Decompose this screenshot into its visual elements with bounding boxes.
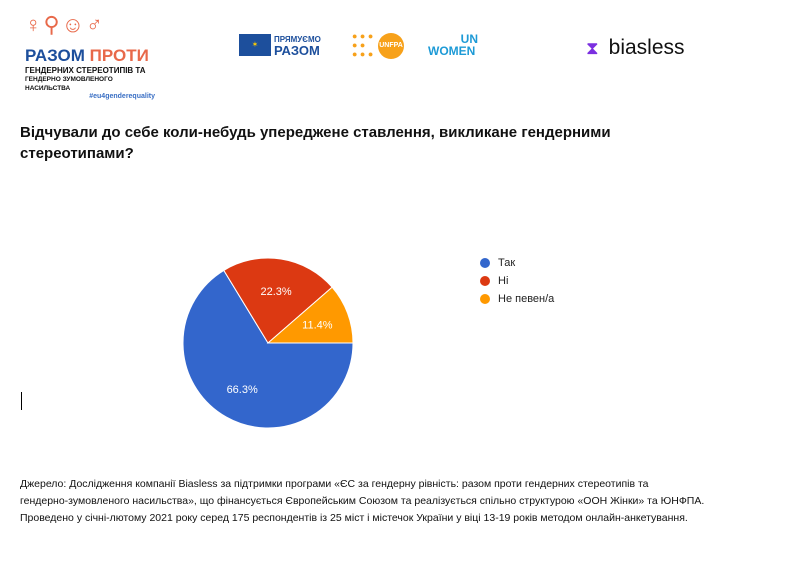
chart-legend: Так Ні Не певен/а (480, 254, 554, 308)
unwomen-logo: UN WOMEN (428, 33, 478, 57)
logo-text: ГЕНДЕРНО ЗУМОВЛЕНОГО НАСИЛЬСТВА (25, 76, 113, 92)
dots-icon: ● ● ● ● ● ● ● ● (352, 31, 374, 59)
logo-text: РАЗОМ (25, 46, 85, 65)
pie-slice-0 (182, 269, 354, 429)
unfpa-logo: ● ● ● ● ● ● ● ● UNFPA (352, 32, 404, 59)
source-line: гендерно-зумовленого насильства», що фін… (20, 495, 705, 507)
legend-marker-icon (480, 276, 490, 286)
slice-label: 66.3% (227, 384, 258, 396)
logo-text: ГЕНДЕРНИХ СТЕРЕОТИПІВ ТА (25, 66, 146, 75)
logo-text: UNFPA (378, 32, 404, 59)
legend-item: Не певен/а (480, 290, 554, 308)
eu-flag-icon: ✶ (239, 34, 271, 56)
source-line: Проведено у січні-лютому 2021 року серед… (20, 512, 688, 524)
legend-label: Ні (498, 275, 509, 287)
campaign-logo: ♀⚲☺♂ РАЗОМ ПРОТИ ГЕНДЕРНИХ СТЕРЕОТИПІВ Т… (25, 12, 155, 100)
legend-marker-icon (480, 294, 490, 304)
logo-text: UN (460, 32, 478, 46)
logo-text: biasless (608, 36, 685, 59)
chart-title: Відчували до себе коли-небудь упереджене… (20, 124, 611, 162)
legend-item: Ні (480, 272, 554, 290)
logo-hashtag: #eu4genderequality (89, 93, 155, 100)
legend-item: Так (480, 254, 554, 272)
hourglass-icon: ⧗ (586, 37, 599, 58)
logo-text: ПРЯМУЄМО (274, 35, 321, 44)
pie-slice-1 (223, 257, 333, 344)
text-cursor (21, 392, 22, 410)
logo-text: РАЗОМ (274, 43, 320, 58)
legend-label: Так (498, 257, 516, 269)
eu-logo: ✶ ПРЯМУЄМО РАЗОМ (239, 34, 321, 58)
source-note: Джерело: Дослідження компанії Biasless з… (20, 476, 750, 527)
slice-label: 22.3% (260, 286, 291, 298)
legend-marker-icon (480, 258, 490, 268)
people-illustration-icon: ♀⚲☺♂ (25, 12, 105, 37)
source-line: Джерело: Дослідження компанії Biasless з… (20, 478, 649, 490)
legend-label: Не певен/а (498, 293, 555, 305)
logo-text: ПРОТИ (89, 46, 149, 65)
biasless-logo: ⧗ biasless (586, 36, 685, 60)
pie-slice-2 (266, 286, 354, 344)
logo-text: WOMEN (428, 44, 476, 58)
slice-label: 11.4% (302, 320, 333, 332)
